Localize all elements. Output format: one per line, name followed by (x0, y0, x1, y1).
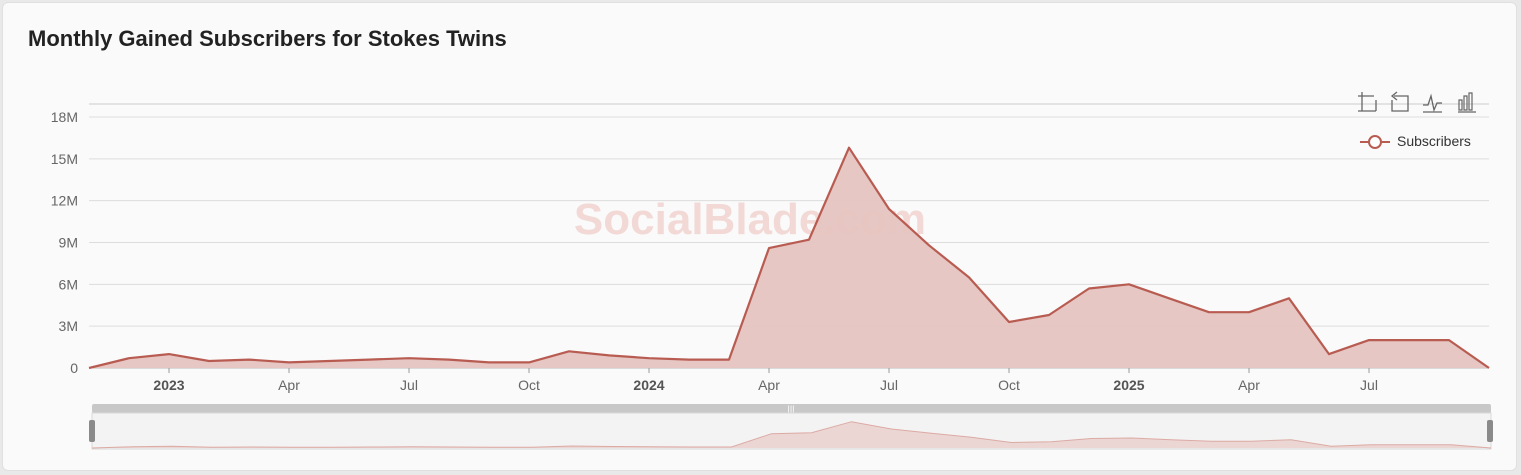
chart-title: Monthly Gained Subscribers for Stokes Tw… (28, 26, 507, 51)
x-tick-label: Apr (758, 377, 780, 393)
data-zoom-slider[interactable]: ||| (89, 404, 1493, 450)
slider-preview-line (91, 421, 1492, 449)
x-tick-label: Oct (998, 377, 1020, 393)
zoom-reset-icon-path (1390, 91, 1409, 112)
slider-preview-area (92, 421, 1491, 448)
x-tick-label: Oct (518, 377, 540, 393)
slider-left-handle[interactable] (89, 420, 95, 442)
legend[interactable]: Subscribers (1360, 133, 1471, 149)
zoom-reset-icon[interactable] (1390, 91, 1409, 112)
slider-grip-icon[interactable]: ||| (787, 404, 794, 414)
line-chart-icon[interactable] (1423, 93, 1442, 113)
slider-top-bar[interactable] (92, 404, 1491, 413)
y-tick-label: 6M (59, 276, 78, 292)
x-tick-label: Jul (400, 377, 418, 393)
y-tick-label: 12M (51, 193, 78, 209)
zoom-icon-path (1358, 92, 1377, 112)
bar-chart-icon-path (1458, 92, 1476, 113)
x-tick-label: Jul (880, 377, 898, 393)
y-tick-label: 9M (59, 235, 78, 251)
legend-marker (1368, 135, 1382, 149)
x-tick-label: 2024 (633, 377, 664, 393)
x-tick-label: 2023 (153, 377, 184, 393)
line-chart-icon-path (1423, 93, 1442, 113)
slider-right-handle[interactable] (1487, 420, 1493, 442)
legend-label: Subscribers (1397, 133, 1471, 149)
x-tick-label: Apr (278, 377, 300, 393)
zoom-icon[interactable] (1358, 92, 1377, 112)
x-tick-label: Jul (1360, 377, 1378, 393)
y-tick-label: 0 (70, 360, 78, 376)
y-tick-label: 3M (59, 318, 78, 334)
y-tick-label: 18M (51, 109, 78, 125)
series-area (89, 147, 1489, 368)
x-tick-label: 2025 (1113, 377, 1144, 393)
bar-chart-icon[interactable] (1458, 92, 1476, 113)
series-line (88, 146, 1490, 370)
x-tick-label: Apr (1238, 377, 1260, 393)
y-tick-label: 15M (51, 151, 78, 167)
